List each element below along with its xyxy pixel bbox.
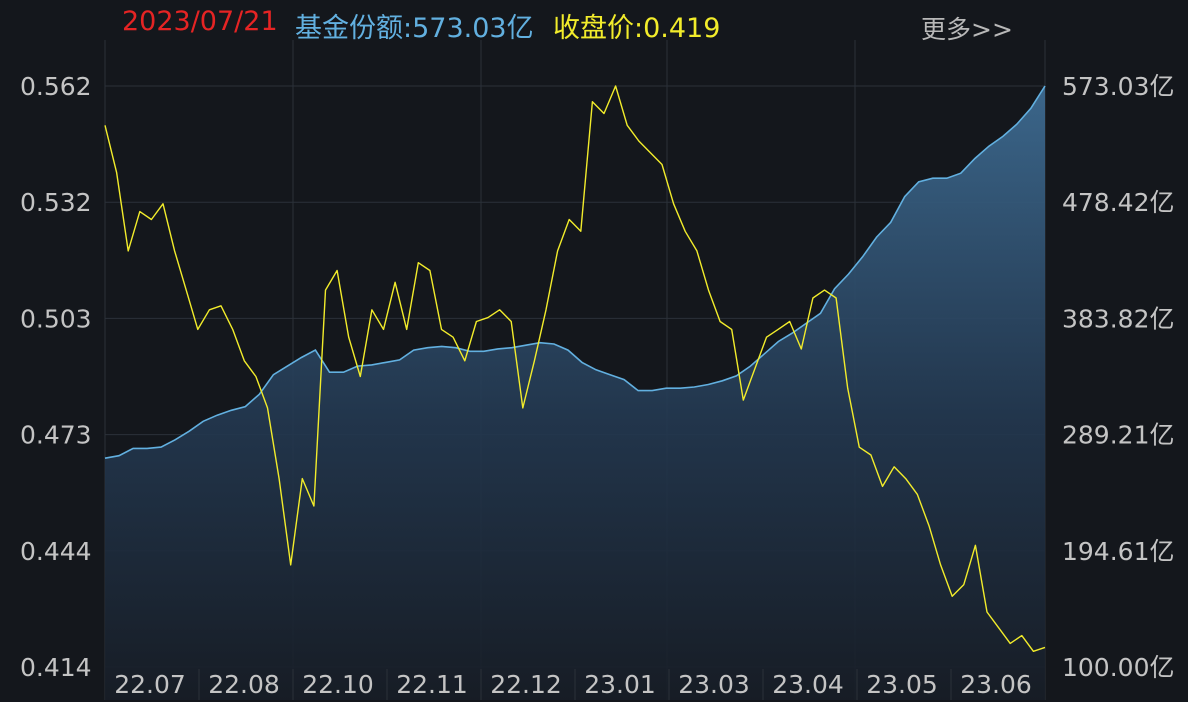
right-axis-tick-label: 194.61亿	[1062, 537, 1174, 566]
right-axis-tick-label: 100.00亿	[1062, 653, 1174, 682]
x-axis-tick-label: 22.10	[302, 670, 374, 699]
x-axis-tick-label: 22.12	[490, 670, 562, 699]
x-axis-tick-label: 23.04	[772, 670, 844, 699]
fund-share-label: 基金份额	[295, 13, 403, 44]
x-axis-tick-label: 22.07	[114, 670, 186, 699]
left-axis-tick-label: 0.414	[20, 653, 92, 682]
fund-share-area	[105, 86, 1045, 700]
right-axis-tick-label: 573.03亿	[1062, 72, 1174, 101]
left-axis-tick-label: 0.562	[20, 72, 92, 101]
fund-share-readout: 基金份额:573.03亿	[295, 13, 534, 44]
x-axis-tick-label: 22.08	[208, 670, 280, 699]
close-price-label: 收盘价	[553, 13, 634, 44]
close-price-value: 0.419	[643, 13, 721, 44]
right-axis-ticks: 573.03亿 478.42亿 383.82亿 289.21亿 194.61亿 100.0…	[1062, 72, 1174, 682]
right-axis-tick-label: 289.21亿	[1062, 421, 1174, 450]
x-axis-tick-label: 23.06	[960, 670, 1032, 699]
left-axis-ticks: 0.562 0.532 0.503 0.473 0.444 0.414	[20, 72, 92, 682]
left-axis-tick-label: 0.444	[20, 537, 92, 566]
x-axis-ticks: 22.07 22.08 22.10 22.11 22.12 23.01 23.03 23.04…	[114, 669, 1032, 700]
right-axis-tick-label: 383.82亿	[1062, 304, 1174, 333]
x-axis-tick-label: 23.05	[866, 670, 938, 699]
left-axis-tick-label: 0.473	[20, 421, 92, 450]
x-axis-tick-label: 23.03	[678, 670, 750, 699]
close-price-line	[104, 85, 1046, 652]
left-axis-tick-label: 0.532	[20, 188, 92, 217]
more-link[interactable]: 更多>>	[921, 15, 1013, 44]
selected-date: 2023/07/21	[122, 6, 278, 37]
x-axis-tick-label: 22.11	[396, 670, 468, 699]
chart-header: 2023/07/21 基金份额:573.03亿 收盘价:0.419 更多>>	[0, 0, 1188, 46]
close-price-readout: 收盘价:0.419	[553, 13, 721, 44]
x-axis-tick-label: 23.01	[584, 670, 656, 699]
right-axis-tick-label: 478.42亿	[1062, 188, 1174, 217]
left-axis-tick-label: 0.503	[20, 304, 92, 333]
fund-share-value: 573.03亿	[412, 13, 534, 44]
